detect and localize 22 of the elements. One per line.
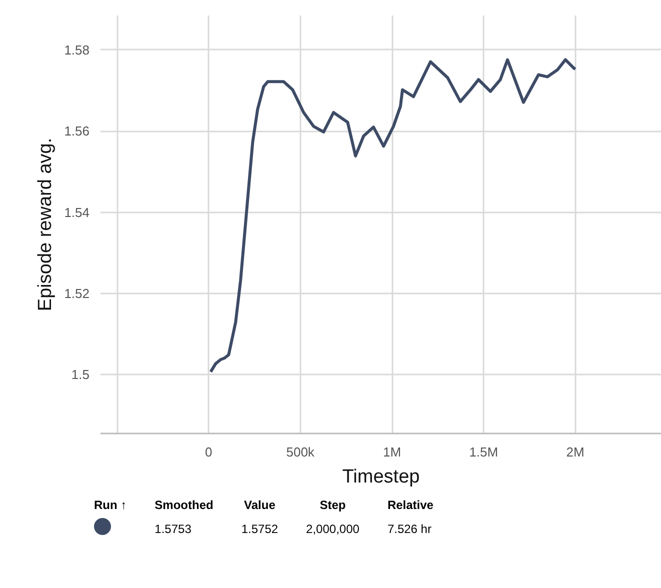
x-axis-title: Timestep	[342, 466, 420, 488]
y-axis-title: Episode reward avg.	[35, 138, 56, 312]
text: Relative	[386, 497, 434, 514]
text: Step	[318, 497, 347, 514]
text: Run ↑	[93, 497, 128, 514]
text: Value	[243, 497, 276, 514]
line-series	[209, 58, 577, 374]
text: Smoothed	[154, 497, 214, 514]
y-tick-label: 1.56	[64, 124, 90, 139]
x-tick-label: 2M	[566, 444, 584, 460]
x-tick-label: 1M	[382, 444, 402, 460]
y-tick-label: 1.5	[71, 367, 90, 382]
x-tick-label: 0	[205, 444, 212, 460]
text: 1.5752	[240, 520, 280, 538]
y-tick-label: 1.58	[64, 42, 90, 58]
y-tick-label: 1.54	[64, 204, 90, 220]
x-tick-label: 1.5M	[469, 444, 498, 460]
text: 2,000,000	[305, 520, 360, 538]
x-tick-label: 500k	[286, 444, 315, 460]
y-tick-label: 1.52	[64, 286, 90, 301]
text: 1.5753	[154, 520, 192, 538]
text: 7.526 hr	[386, 520, 432, 538]
